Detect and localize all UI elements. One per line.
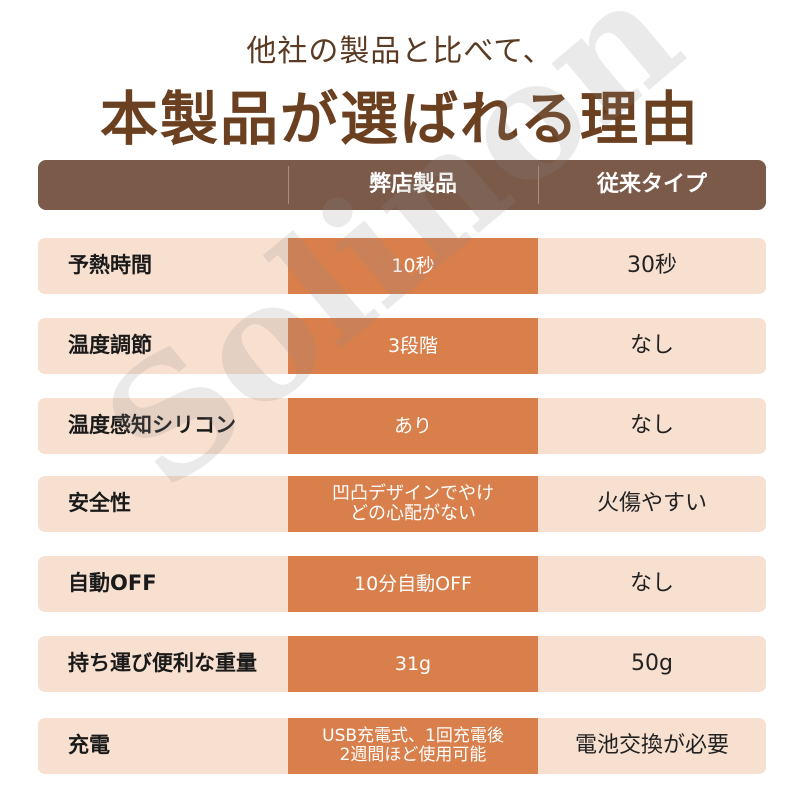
table-row: 自動OFF 10分自動OFF なし <box>38 556 766 612</box>
our-product-value: 10秒 <box>288 238 538 294</box>
conventional-value: 火傷やすい <box>596 490 707 516</box>
our-product-value: 10分自動OFF <box>288 556 538 612</box>
row-label: 温度調節 <box>68 333 152 358</box>
our-product-value: USB充電式、1回充電後 2週間ほど使用可能 <box>288 718 538 774</box>
table-row: 安全性 凹凸デザインでやけ どの心配がない 火傷やすい <box>38 476 766 532</box>
table-row: 温度感知シリコン あり なし <box>38 398 766 454</box>
row-label: 安全性 <box>68 491 131 516</box>
conventional-value: なし <box>629 570 674 596</box>
subtitle: 他社の製品と比べて、 <box>246 34 554 69</box>
table-header: 弊店製品 従来タイプ <box>38 160 766 210</box>
our-product-value: あり <box>288 398 538 454</box>
conventional-value: 電池交換が必要 <box>574 732 729 758</box>
conventional-value: なし <box>629 332 674 358</box>
column-header-ours: 弊店製品 <box>368 172 457 197</box>
column-header-theirs: 従来タイプ <box>596 172 707 197</box>
table-row: 充電 USB充電式、1回充電後 2週間ほど使用可能 電池交換が必要 <box>38 718 766 774</box>
row-label: 持ち運び便利な重量 <box>68 651 257 676</box>
our-product-value: 31g <box>288 636 538 692</box>
row-label: 自動OFF <box>68 571 157 596</box>
our-product-value: 凹凸デザインでやけ どの心配がない <box>288 476 538 532</box>
conventional-value: 50g <box>631 650 673 676</box>
table-row: 予熱時間 10秒 30秒 <box>38 238 766 294</box>
table-row: 持ち運び便利な重量 31g 50g <box>38 636 766 692</box>
column-header-empty <box>38 160 288 210</box>
row-label: 温度感知シリコン <box>68 413 236 438</box>
row-label: 予熱時間 <box>68 253 152 278</box>
header-divider <box>538 166 539 204</box>
page-title: 本製品が選ばれる理由 <box>99 85 700 153</box>
our-product-value: 3段階 <box>288 318 538 374</box>
conventional-value: なし <box>629 412 674 438</box>
table-row: 温度調節 3段階 なし <box>38 318 766 374</box>
header-divider <box>288 166 289 204</box>
conventional-value: 30秒 <box>627 252 677 278</box>
row-label: 充電 <box>68 733 110 758</box>
